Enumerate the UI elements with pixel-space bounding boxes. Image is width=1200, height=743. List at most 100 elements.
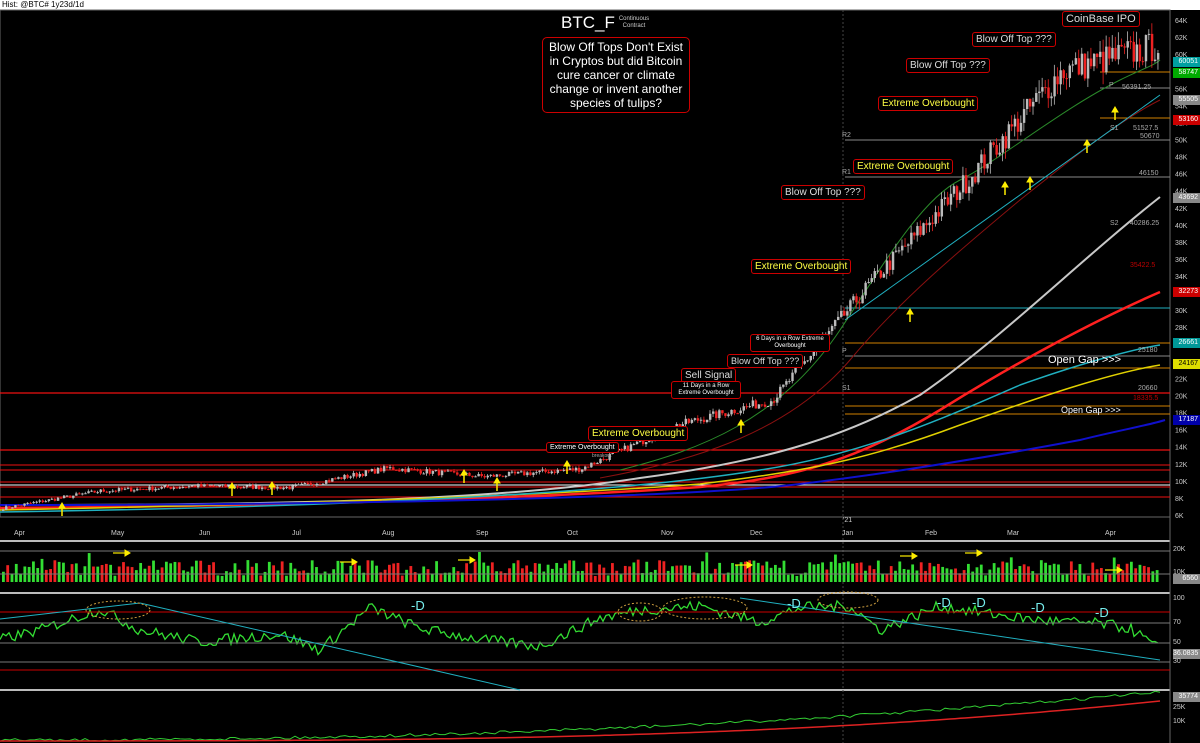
volume-bar [722, 573, 726, 582]
time-axis: Apr May Jun Jul Aug Sep Oct Nov Dec Jan Feb Mar Apr [14, 530, 1117, 537]
candle-body [538, 470, 541, 473]
candle-body [126, 487, 130, 489]
candle-body [955, 186, 959, 200]
candle-body [940, 198, 944, 217]
volume-bar [19, 573, 22, 582]
candle-body [1156, 53, 1160, 60]
time-axis-tick: May [111, 530, 125, 537]
candle-body [562, 469, 566, 471]
candle-body [794, 367, 797, 373]
candle-body [379, 467, 383, 472]
pivot-p: P [1109, 82, 1114, 89]
volume-bar [276, 570, 280, 582]
volume-bar [332, 569, 336, 582]
candle-body [559, 469, 563, 471]
price-axis-tick: 14K [1175, 445, 1188, 452]
candle-body [495, 474, 499, 477]
divergence-label: -D [972, 595, 986, 610]
candle-body [897, 250, 901, 252]
candle-body [163, 485, 166, 488]
candle-body [925, 223, 928, 226]
volume-bar [177, 562, 181, 582]
time-axis-tick: Apr [1105, 530, 1117, 537]
volume-bar [1129, 561, 1133, 582]
volume-bar [413, 572, 417, 582]
candle-body [35, 501, 38, 503]
pivot-s3-value: 35422.5 [1130, 262, 1156, 269]
candle-body [510, 471, 514, 473]
volume-bar [430, 573, 434, 582]
candle-body [910, 232, 913, 245]
candle-body [395, 469, 398, 471]
six-days-label: 6 Days in a Row Extreme Overbought [750, 334, 830, 352]
candle-body [1150, 33, 1154, 62]
volume-bar [666, 570, 670, 582]
candle-body [90, 490, 93, 492]
candle-body [29, 502, 32, 504]
volume-bar [79, 574, 82, 582]
candle-body [507, 471, 511, 476]
candle-body [568, 468, 572, 470]
candle-body [846, 311, 849, 316]
bottom-indicator [0, 690, 1161, 742]
candle-body [635, 441, 639, 445]
candle-body [1065, 78, 1068, 80]
candle-body [806, 360, 809, 362]
volume-bar [259, 575, 263, 582]
candle-body [486, 475, 489, 478]
candle-body [1074, 58, 1078, 65]
candle-body [763, 404, 767, 407]
volume-bar [1117, 564, 1120, 582]
candle-body [727, 414, 730, 416]
candle-body [245, 485, 249, 488]
candle-body [1083, 53, 1087, 79]
pivot-s1: S1 [1110, 125, 1119, 132]
candle-body [745, 406, 748, 408]
candle-body [206, 484, 209, 486]
candle-body [358, 473, 361, 477]
bottom-green-line [0, 690, 1161, 742]
candle-body [998, 152, 1001, 155]
volume-bar [242, 575, 245, 582]
candle-body [718, 410, 721, 419]
candle-body [419, 470, 422, 474]
volume-bar [804, 572, 807, 582]
right-arrow-head [351, 558, 358, 566]
candle-body [254, 485, 258, 489]
candle-body [529, 472, 532, 475]
candle-body [736, 413, 739, 415]
price-axis-tick: 64K [1175, 18, 1188, 25]
time-axis-tick: Aug [382, 530, 395, 537]
pivot-p-value: 56391.25 [1122, 84, 1152, 91]
price-tag: 17187 [1173, 415, 1200, 425]
candle-body [498, 474, 502, 476]
volume-bar [967, 563, 970, 582]
candle-body [398, 470, 401, 472]
candle-body [264, 487, 267, 489]
candle-body [227, 485, 230, 488]
candle-body [340, 477, 343, 479]
candle-body [513, 471, 517, 474]
candle-body [456, 472, 459, 475]
volume-bar [1052, 563, 1056, 582]
volume-bar [443, 572, 447, 582]
volume-bar [426, 569, 430, 582]
volume-bar [593, 575, 597, 582]
volume-bar [555, 562, 559, 582]
candle-body [242, 487, 246, 489]
volume-bar [550, 568, 554, 582]
candle-body [361, 473, 365, 477]
volume-bar [435, 561, 438, 582]
candle-body [1007, 124, 1011, 149]
candle-body [977, 162, 980, 183]
volume-bar [769, 567, 773, 582]
candle-body [913, 232, 916, 236]
candle-body [867, 281, 870, 283]
ma-blue-line [0, 419, 1166, 506]
volume-bar [1014, 569, 1017, 582]
candle-body [626, 445, 630, 451]
candle-body [590, 462, 593, 468]
price-axis-tick: 8K [1175, 496, 1184, 503]
chart-symbol: BTC_F [561, 13, 615, 32]
volume-bar [1091, 562, 1095, 582]
